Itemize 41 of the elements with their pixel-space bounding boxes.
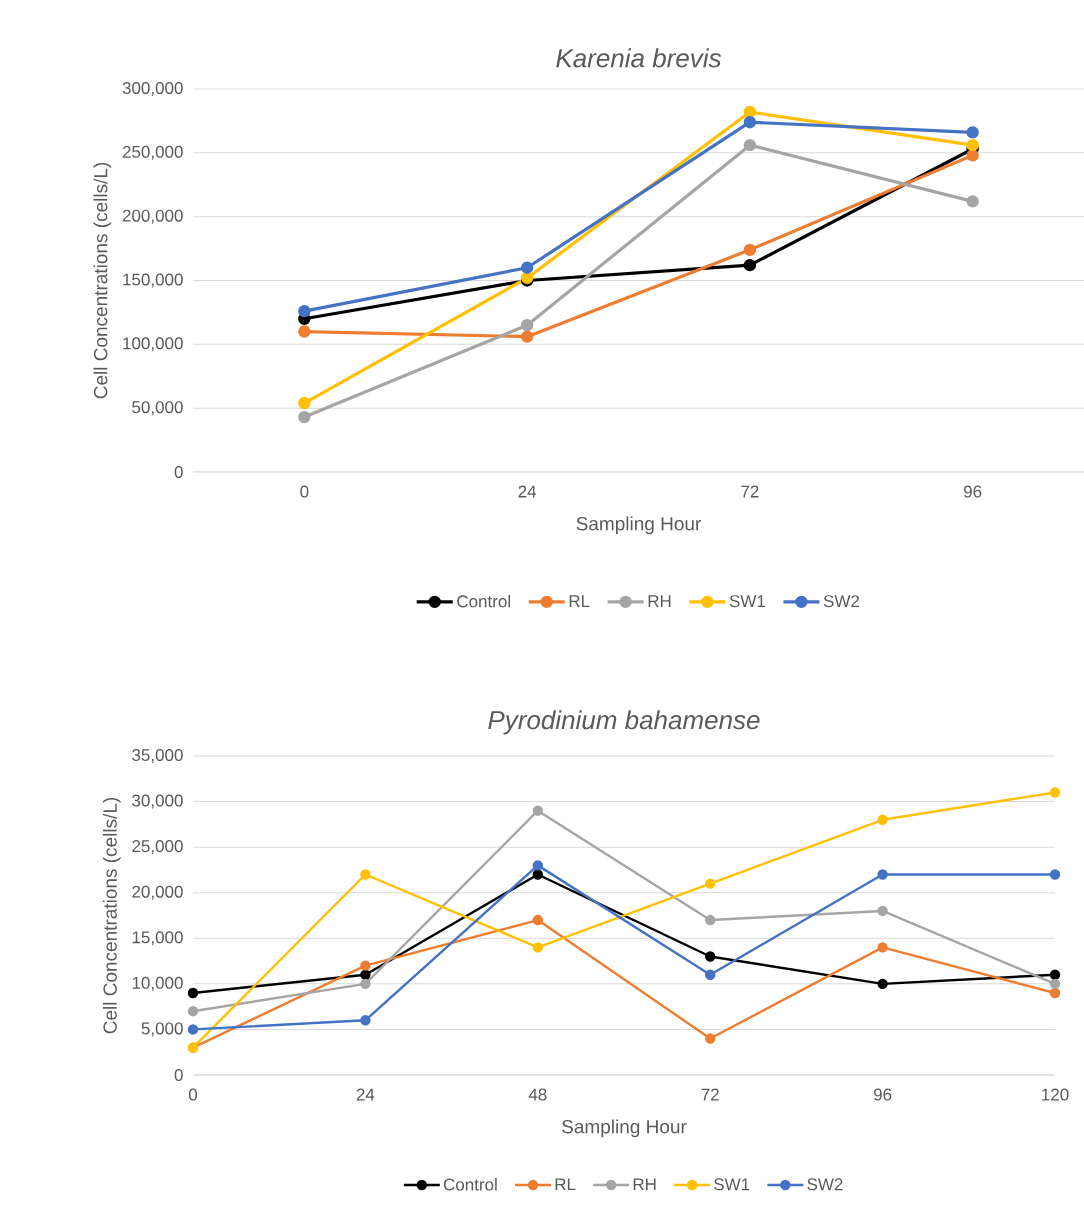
y-tick-label: 35,000 [132, 748, 183, 764]
y-tick-label: 100,000 [123, 337, 183, 352]
y-tick-label: 50,000 [132, 401, 183, 416]
chart-title: Pyrodinium bahamense [488, 710, 760, 735]
x-tick-label: 120 [1042, 1088, 1069, 1101]
y-tick-label: 0 [174, 1068, 183, 1082]
y-tick-label: 15,000 [132, 931, 183, 946]
x-tick-label: 72 [741, 485, 759, 498]
x-tick-label: 24 [356, 1088, 375, 1101]
legend-label: RL [555, 1178, 576, 1191]
y-tick-label: 300,000 [122, 81, 183, 97]
chart-title: Karenia brevis [556, 48, 722, 68]
x-tick-label: 72 [701, 1088, 719, 1101]
y-tick-label: 5,000 [141, 1022, 183, 1037]
x-tick-label: 48 [528, 1088, 547, 1101]
y-tick-label: 200,000 [122, 209, 183, 224]
legend-label: RL [569, 595, 590, 607]
legend-label: SW1 [729, 595, 766, 608]
x-axis-title: Sampling Hour [562, 1119, 687, 1138]
x-tick-label: 96 [873, 1088, 892, 1101]
y-tick-label: 25,000 [132, 840, 183, 855]
y-tick-label: 150,000 [123, 273, 183, 288]
x-tick-label: 0 [188, 1088, 198, 1101]
x-tick-label: 24 [518, 485, 537, 498]
legend-label: SW1 [714, 1178, 750, 1191]
y-tick-label: 0 [174, 465, 183, 479]
y-axis-title: Cell Concentrations (cells/L) [102, 797, 121, 1034]
y-tick-label: 10,000 [132, 976, 183, 991]
x-tick-label: 96 [963, 485, 982, 498]
legend-label: SW2 [807, 1178, 843, 1191]
x-axis-title: Sampling Hour [576, 516, 701, 535]
y-tick-label: 30,000 [132, 794, 183, 809]
y-axis-title: Cell Concentrations (cells/L) [93, 162, 112, 399]
legend-label: SW2 [823, 595, 860, 608]
legend-label: RH [648, 595, 671, 607]
y-tick-label: 250,000 [122, 145, 183, 160]
y-tick-label: 20,000 [132, 885, 183, 900]
legend-label: RH [633, 1178, 656, 1191]
x-tick-label: 0 [300, 485, 309, 498]
legend-label: Control [457, 594, 510, 608]
legend-label: Control [443, 1178, 497, 1191]
